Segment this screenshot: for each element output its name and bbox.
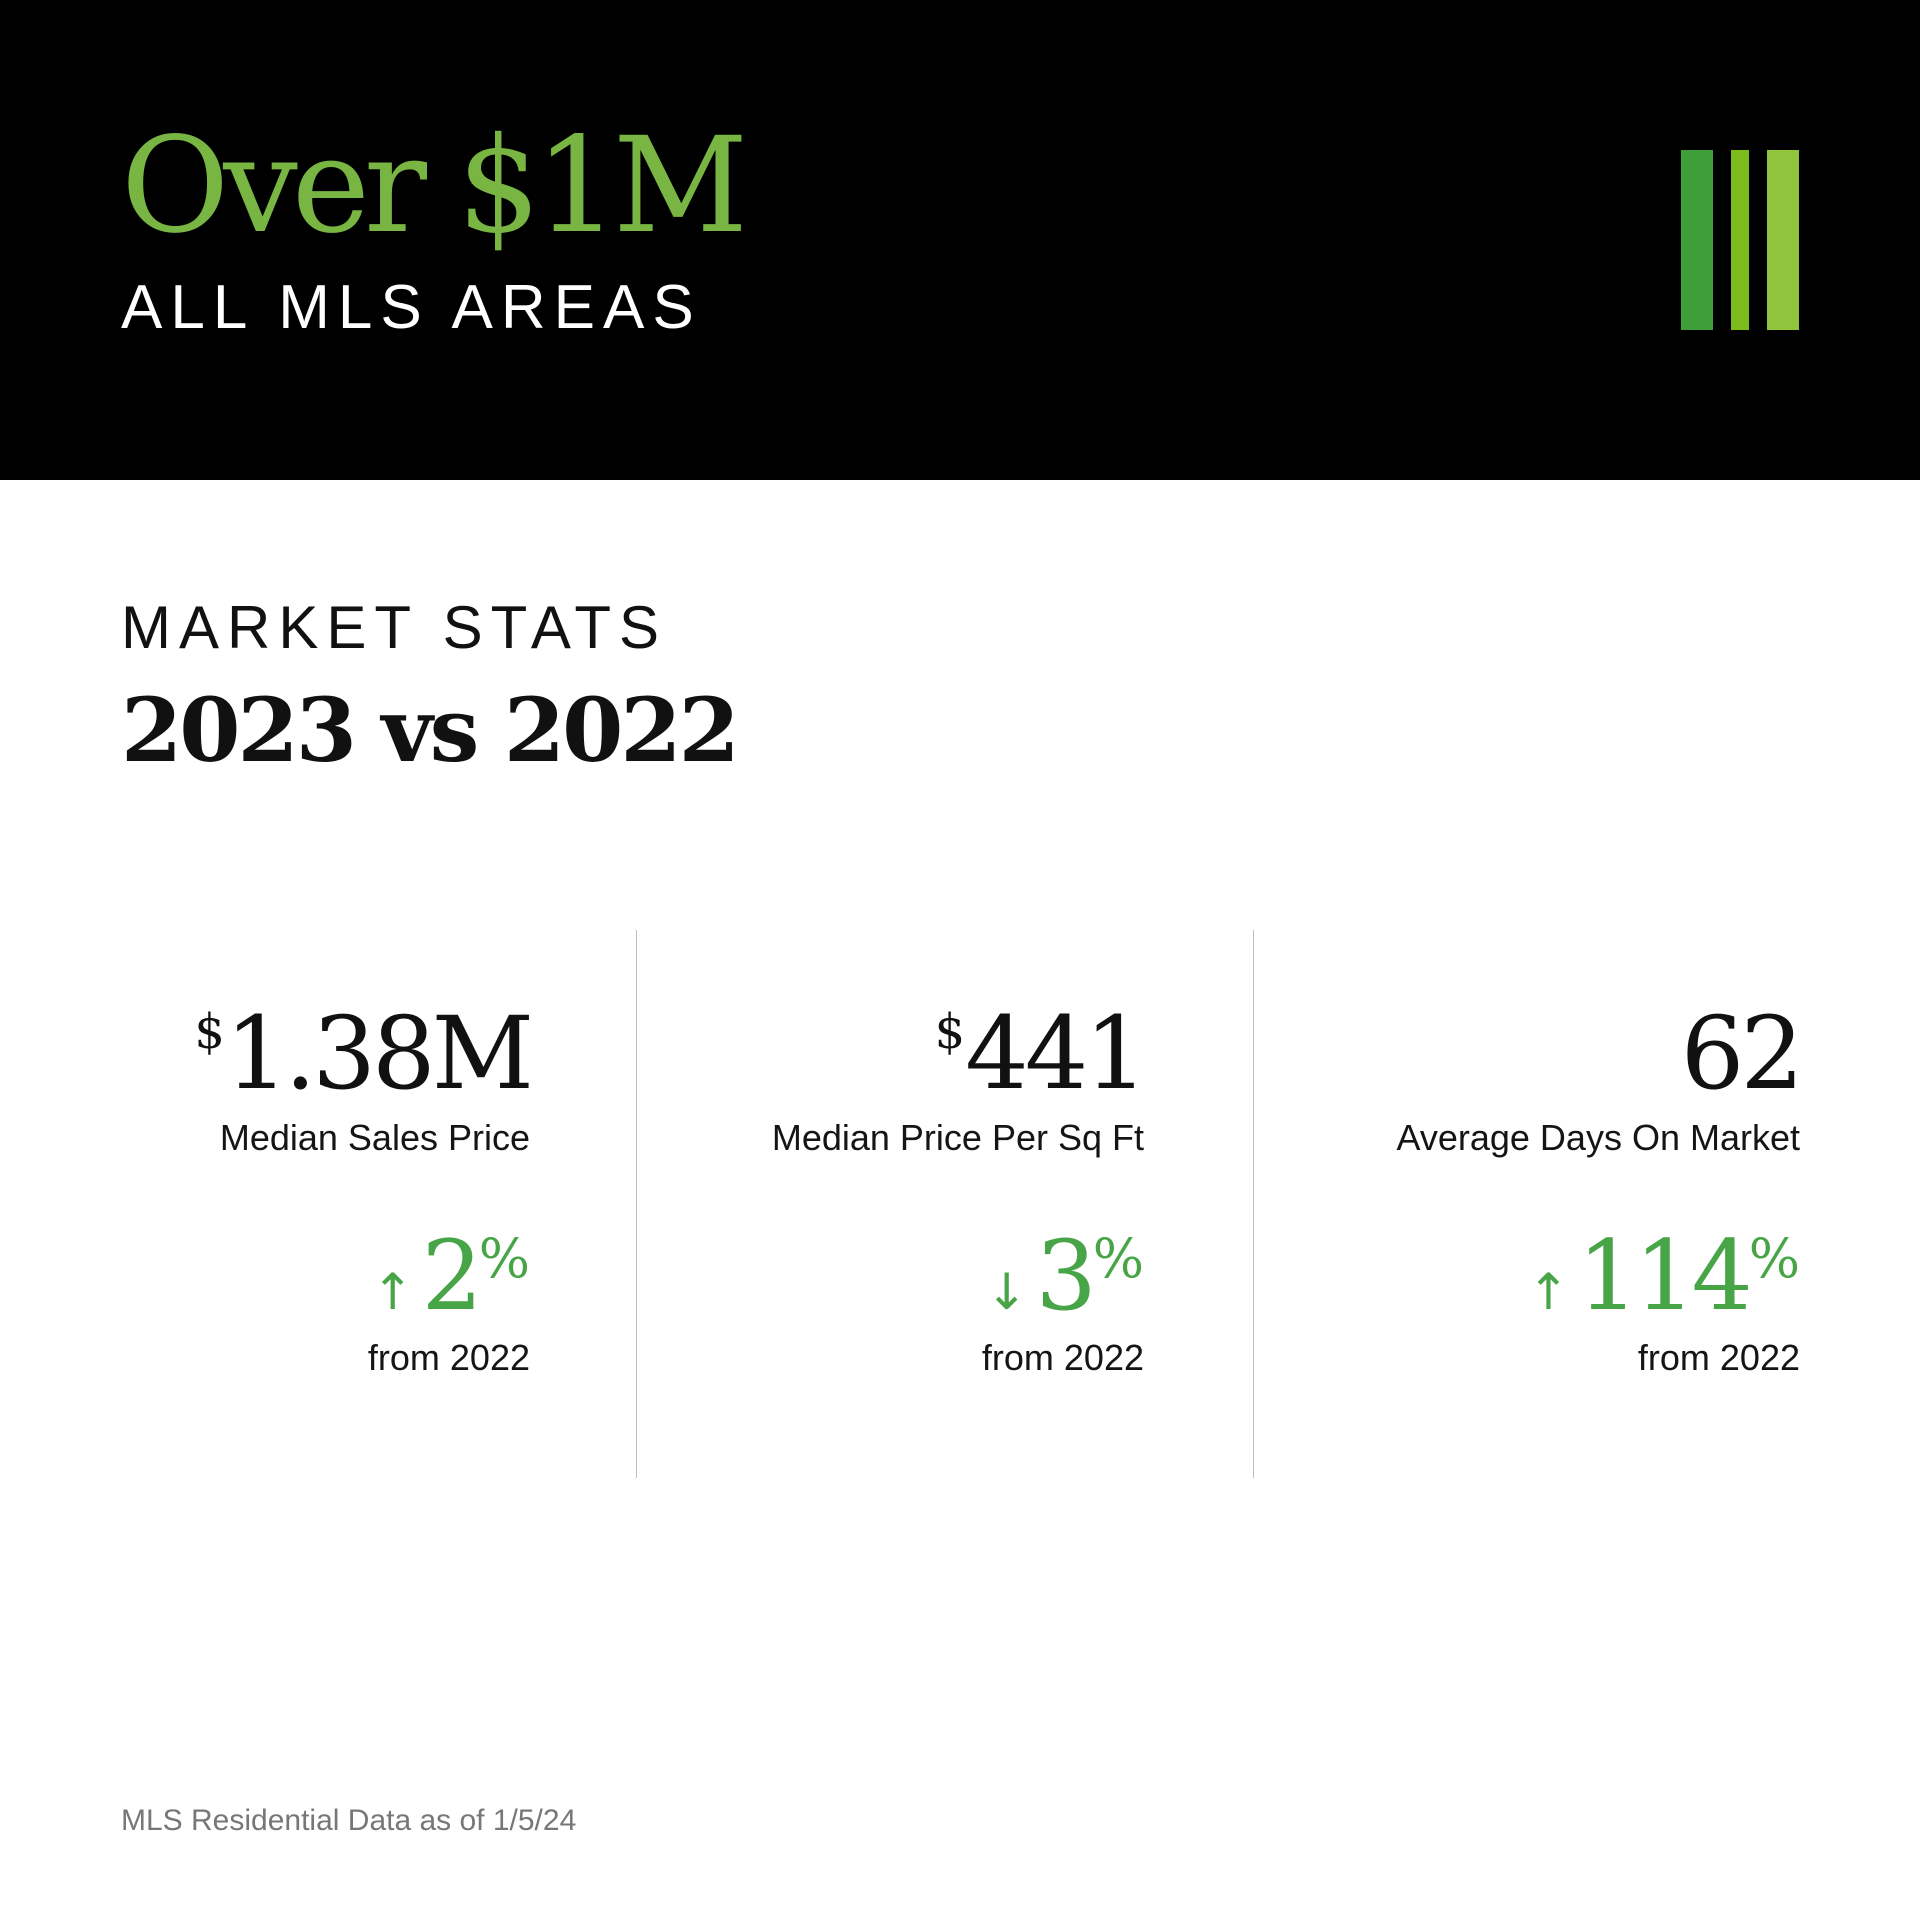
stat-value: 62 xyxy=(1681,1004,1804,1104)
stat-comparison: from 2022 xyxy=(981,1337,1144,1378)
stat-number: 441 xyxy=(965,995,1148,1112)
stats-divider xyxy=(1253,930,1254,1478)
stat-change: ↓3% xyxy=(986,1228,1144,1324)
stat-median-price-per-sqft: $441 Median Price Per Sq Ft ↓3% from 202… xyxy=(700,930,1148,1478)
stat-label: Average Days On Market xyxy=(1396,1117,1800,1158)
stat-number: 1.38M xyxy=(224,995,534,1112)
percent-sign: % xyxy=(478,1227,530,1290)
stat-comparison: from 2022 xyxy=(367,1337,530,1378)
page-subtitle: ALL MLS AREAS xyxy=(121,273,702,342)
stat-comparison: from 2022 xyxy=(1637,1337,1800,1378)
stat-label: Median Price Per Sq Ft xyxy=(771,1117,1144,1158)
section-title: 2023 vs 2022 xyxy=(121,678,740,782)
stat-number: 62 xyxy=(1680,995,1804,1112)
stat-label: Median Sales Price xyxy=(219,1117,530,1158)
percent-sign: % xyxy=(1092,1227,1144,1290)
arrow-down-icon: ↓ xyxy=(985,1263,1028,1321)
change-value: 2 xyxy=(421,1220,483,1332)
arrow-up-icon: ↑ xyxy=(1527,1263,1570,1321)
currency-symbol: $ xyxy=(934,1004,966,1060)
logo-bar-right xyxy=(1767,150,1799,330)
stat-change: ↑2% xyxy=(372,1228,530,1324)
change-value: 3 xyxy=(1035,1220,1097,1332)
page-title: Over $1M xyxy=(121,109,748,263)
section-label: MARKET STATS xyxy=(121,594,668,661)
stats-row: $1.38M Median Sales Price ↑2% from 2022 … xyxy=(0,930,1920,1478)
change-value: 114 xyxy=(1577,1220,1752,1332)
stat-value: $1.38M xyxy=(194,1004,534,1104)
stat-change: ↑114% xyxy=(1528,1228,1800,1324)
logo-bar-middle xyxy=(1731,150,1749,330)
header-banner: Over $1M ALL MLS AREAS xyxy=(0,0,1920,480)
logo-bar-left xyxy=(1681,150,1713,330)
stat-median-sales-price: $1.38M Median Sales Price ↑2% from 2022 xyxy=(100,930,534,1478)
currency-symbol: $ xyxy=(194,1004,225,1060)
data-source-note: MLS Residential Data as of 1/5/24 xyxy=(121,1804,577,1837)
percent-sign: % xyxy=(1748,1227,1800,1290)
stat-value: $441 xyxy=(934,1004,1148,1104)
stats-divider xyxy=(636,930,637,1478)
stat-average-days-on-market: 62 Average Days On Market ↑114% from 202… xyxy=(1300,930,1804,1478)
three-vertical-bars-icon xyxy=(1681,150,1799,330)
arrow-up-icon: ↑ xyxy=(371,1263,414,1321)
